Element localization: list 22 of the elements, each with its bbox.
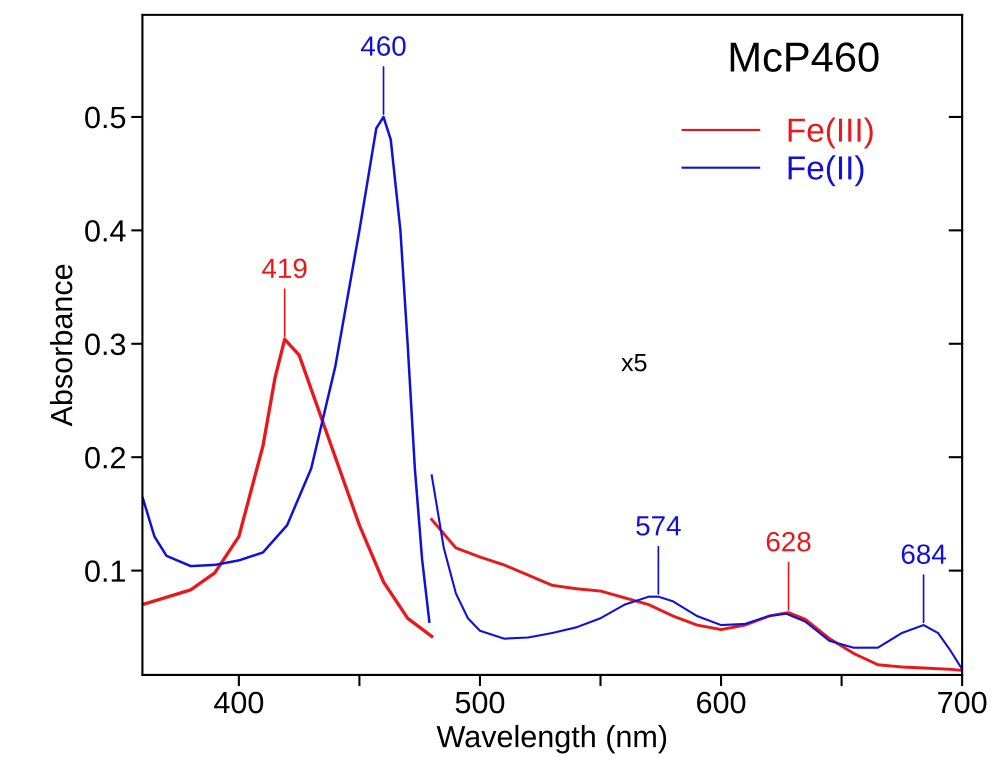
x-tick-label: 700: [938, 692, 986, 714]
annotation: 419: [262, 258, 307, 278]
y-tick-label: 0.3: [85, 334, 126, 356]
legend-label: Fe(II): [788, 155, 864, 186]
annotation: 460: [360, 36, 406, 56]
annotation: 684: [902, 544, 946, 564]
text: McP460: [730, 42, 879, 72]
legend-label: Fe(III): [788, 117, 873, 149]
annotation: x5: [621, 354, 646, 372]
x-tick-label: 500: [456, 692, 504, 714]
y-tick-label: 0.5: [85, 106, 126, 128]
x-axis-title: Wavelength (nm): [436, 724, 666, 754]
line-series: [430, 518, 962, 672]
x-tick-label: 400: [214, 692, 264, 714]
annotation: 574: [636, 516, 681, 536]
annotation: 628: [766, 532, 811, 552]
line-series: [430, 474, 962, 670]
y-tick-label: 0.4: [85, 220, 126, 242]
y-tick-label: 0.1: [85, 560, 125, 582]
y-tick-label: 0.2: [85, 446, 125, 469]
y-axis-title: Absorbance: [50, 264, 72, 426]
x-tick-label: 600: [697, 692, 746, 714]
